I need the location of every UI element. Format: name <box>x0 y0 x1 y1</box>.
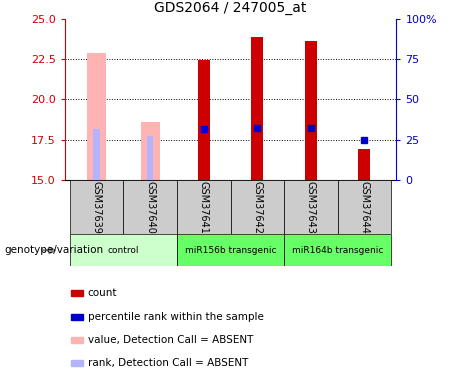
Bar <box>141 122 160 180</box>
Bar <box>359 148 370 180</box>
Text: GSM37642: GSM37642 <box>252 181 262 234</box>
Bar <box>87 53 106 180</box>
Bar <box>147 136 154 180</box>
Text: percentile rank within the sample: percentile rank within the sample <box>88 312 264 322</box>
Bar <box>70 234 177 266</box>
Bar <box>94 129 100 180</box>
Bar <box>71 290 83 297</box>
Bar <box>251 37 263 180</box>
Text: GSM37643: GSM37643 <box>306 181 316 234</box>
Bar <box>177 234 284 266</box>
Bar <box>71 360 83 366</box>
Text: GSM37639: GSM37639 <box>92 181 102 234</box>
Bar <box>305 40 317 180</box>
Text: GSM37640: GSM37640 <box>145 181 155 234</box>
Text: GSM37641: GSM37641 <box>199 181 209 234</box>
Bar <box>337 180 391 234</box>
Text: control: control <box>108 246 139 255</box>
Text: rank, Detection Call = ABSENT: rank, Detection Call = ABSENT <box>88 358 248 368</box>
Text: value, Detection Call = ABSENT: value, Detection Call = ABSENT <box>88 335 253 345</box>
Title: GDS2064 / 247005_at: GDS2064 / 247005_at <box>154 1 307 15</box>
Text: count: count <box>88 288 117 298</box>
Bar <box>177 180 230 234</box>
Bar <box>198 60 210 180</box>
Bar <box>124 180 177 234</box>
Bar <box>284 180 337 234</box>
Text: GSM37644: GSM37644 <box>359 181 369 234</box>
Text: miR164b transgenic: miR164b transgenic <box>292 246 383 255</box>
Bar <box>284 234 391 266</box>
Text: miR156b transgenic: miR156b transgenic <box>185 246 276 255</box>
Bar <box>71 314 83 320</box>
Bar <box>230 180 284 234</box>
Text: genotype/variation: genotype/variation <box>5 245 104 255</box>
Bar <box>70 180 124 234</box>
Bar <box>71 337 83 343</box>
